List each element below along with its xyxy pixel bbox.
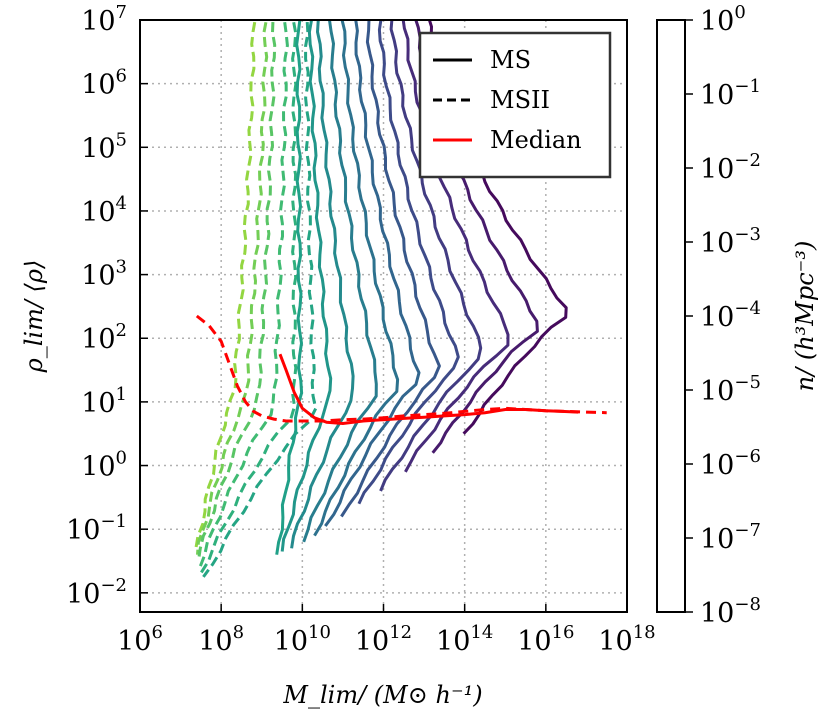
y-tick-label: 105 (81, 129, 127, 164)
x-axis-title: M_lim/ (M⊙ h⁻¹) (282, 681, 482, 709)
x-tick-label: 1014 (436, 622, 493, 657)
contour-line (290, 20, 355, 549)
contour-line (275, 20, 304, 555)
legend-label: MS (490, 46, 531, 74)
colorbar-tick-label: 10−5 (700, 372, 761, 407)
x-tick-label: 106 (117, 622, 163, 657)
y-tick-label: 10−1 (66, 511, 127, 546)
x-tick-label: 1016 (517, 622, 574, 657)
x-ticks: 106 108 1010 1012 1014 1016 1018 (117, 604, 656, 657)
contour-line (196, 20, 277, 562)
y-tick-label: 104 (81, 193, 127, 228)
colorbar-title: n/ (h³Mpc⁻³) (791, 241, 819, 392)
x-tick-label: 1012 (355, 622, 412, 657)
legend-box (418, 31, 612, 179)
colorbar: 100 10−1 10−2 10−3 10−4 10−5 10−6 10−7 10−8 (656, 2, 761, 629)
y-tick-label: 101 (81, 384, 127, 419)
contour-line (401, 20, 510, 473)
x-tick-label: 1010 (274, 622, 331, 657)
legend-label: Median (490, 126, 582, 154)
y-tick-label: 107 (81, 2, 127, 37)
y-axis-title: ρ_lim/ ⟨ρ⟩ (20, 260, 48, 374)
colorbar-tick-label: 100 (700, 2, 746, 37)
colorbar-tick-label: 10−4 (700, 298, 761, 333)
colorbar-tick-label: 10−8 (700, 594, 761, 629)
y-tick-label: 103 (81, 257, 127, 292)
y-tick-label: 10−2 (66, 575, 127, 610)
contour-line (302, 20, 378, 543)
contour-line (379, 20, 483, 492)
colorbar-tick-label: 10−6 (700, 446, 761, 481)
colorbar-tick-label: 10−3 (700, 224, 761, 259)
median-lines (195, 314, 607, 426)
y-tick-label: 100 (81, 448, 127, 483)
contour-line (340, 20, 441, 518)
x-tick-label: 108 (198, 622, 244, 657)
contour-line (196, 20, 269, 555)
colorbar-tick-label: 10−2 (700, 150, 761, 185)
contour-line (357, 20, 460, 505)
contour-line (324, 20, 421, 527)
y-ticks: 10−2 10−1 100 101 102 103 104 105 106 107 (66, 2, 148, 610)
contour-line (194, 20, 257, 549)
contour-line (280, 20, 333, 552)
colorbar-frame (656, 19, 686, 613)
legend-label: MSII (490, 86, 550, 114)
median-line (195, 314, 607, 423)
contour-line (313, 20, 400, 537)
y-tick-label: 106 (81, 66, 127, 101)
contour-lines (194, 20, 568, 578)
x-tick-label: 1018 (598, 622, 655, 657)
colorbar-tick-label: 10−7 (700, 520, 761, 555)
contour-line (198, 20, 289, 568)
legend: MS MSII Median (418, 31, 612, 179)
contour-line (199, 20, 298, 575)
contour-line (202, 20, 318, 578)
colorbar-tick-label: 10−1 (700, 76, 761, 111)
y-tick-label: 102 (81, 320, 127, 355)
